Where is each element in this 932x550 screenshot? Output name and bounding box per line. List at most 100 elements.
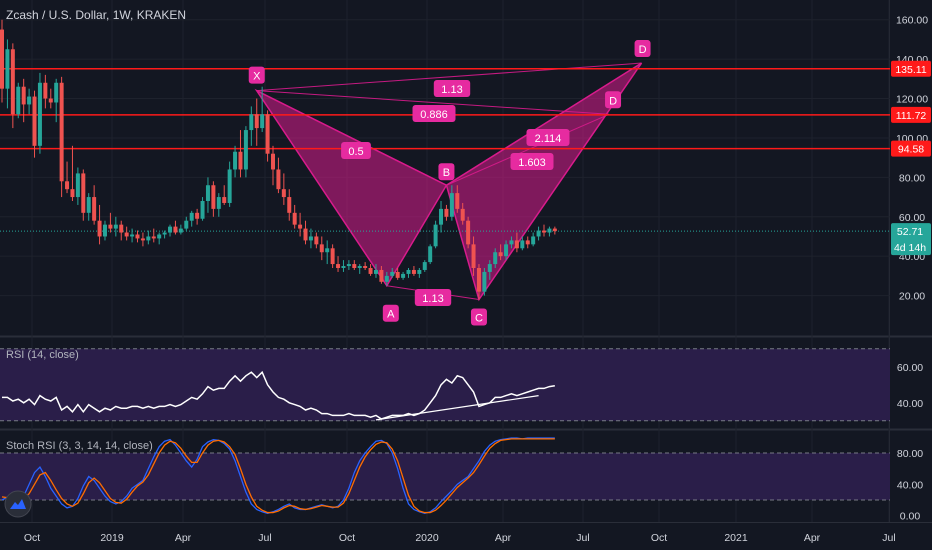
- candle-body: [65, 181, 70, 190]
- harmonic-pattern: [254, 62, 643, 302]
- pattern-triangle-bcd: [445, 62, 643, 302]
- last-price-label: 52.71: [897, 226, 923, 238]
- price-tick-label: 60.00: [899, 212, 925, 224]
- ratio-label-xab-box: [341, 142, 371, 159]
- candle-body: [113, 224, 118, 229]
- candle-body: [303, 228, 308, 241]
- candle-body: [363, 266, 368, 268]
- candle-body: [352, 264, 357, 268]
- candle-body: [216, 197, 221, 209]
- price-tag-label: 135.11: [895, 64, 926, 76]
- ratio-label-xd-alt: 0.886: [420, 109, 448, 121]
- candle-body: [5, 49, 10, 89]
- candle-body: [173, 226, 178, 233]
- candle-body: [493, 252, 498, 265]
- price-tick-label: 120.00: [896, 94, 928, 106]
- ratio-label-abc: 1.13: [422, 293, 443, 305]
- candle-body: [205, 185, 210, 201]
- candle-body: [249, 114, 254, 131]
- last-price-tag: [891, 223, 931, 256]
- point-label-b: B: [443, 167, 450, 179]
- time-tick-label: Apr: [804, 532, 821, 544]
- candle-body: [162, 232, 167, 235]
- rsi-pane-title: RSI (14, close): [6, 349, 79, 361]
- candle-body: [227, 169, 232, 203]
- candle-body: [287, 197, 292, 213]
- ratio-label-bcd: 2.114: [535, 133, 562, 145]
- pattern-line-xd-alt: [256, 90, 610, 115]
- candle-body: [514, 240, 519, 249]
- candle-body: [86, 197, 91, 213]
- candle-body: [401, 273, 406, 278]
- point-label-b-box: [438, 163, 455, 181]
- ratio-label-bd: 1.603: [518, 157, 546, 169]
- time-tick-label: Jul: [882, 532, 895, 544]
- stoch-k-line: [1, 437, 555, 515]
- candle-body: [336, 264, 341, 268]
- candle-body: [124, 232, 129, 237]
- price-axis: 20.0040.0060.0080.00100.00120.00140.0016…: [891, 15, 931, 523]
- candle-body: [48, 98, 53, 103]
- rsi-line: [2, 370, 555, 421]
- candle-body: [504, 244, 509, 257]
- candle-body: [195, 212, 200, 219]
- candle-body: [308, 236, 313, 241]
- candle-body: [81, 173, 86, 213]
- time-tick-label: Apr: [175, 532, 192, 544]
- candle-body: [552, 228, 557, 232]
- candle-body: [37, 82, 42, 146]
- candlestick-series: [0, 19, 557, 300]
- candle-body: [70, 189, 75, 198]
- candle-body: [146, 236, 151, 241]
- candle-body: [330, 248, 335, 265]
- time-tick-label: 2021: [724, 532, 748, 544]
- candle-body: [466, 220, 471, 245]
- candle-body: [455, 193, 460, 209]
- price-tag: [891, 106, 931, 123]
- chart-title: Zcash / U.S. Dollar, 1W, KRAKEN: [6, 8, 186, 22]
- stoch-tick-label: 0.00: [900, 511, 921, 523]
- candle-body: [92, 197, 97, 221]
- candle-body: [97, 220, 102, 237]
- candle-body: [542, 230, 546, 233]
- stoch-rsi-lines: [1, 437, 555, 515]
- time-tick-label: Apr: [495, 532, 512, 544]
- logo-icon: [10, 499, 26, 509]
- pattern-line-bd: [446, 113, 610, 186]
- point-label-x-box: [248, 66, 265, 84]
- time-tick-label: Jul: [258, 532, 271, 544]
- candle-body: [140, 238, 145, 241]
- candle-body: [102, 224, 107, 237]
- bar-countdown-label: 4d 14h: [894, 242, 926, 254]
- time-axis: Oct 2019 Apr Jul Oct 2020 Apr Jul Oct 2021 Apr Jul: [24, 532, 896, 544]
- candle-body: [449, 193, 454, 217]
- candle-body: [292, 212, 297, 225]
- candle-body: [222, 197, 227, 203]
- candle-body: [238, 151, 243, 170]
- candle-body: [417, 269, 422, 274]
- candle-body: [200, 201, 205, 219]
- point-label-a-box: [382, 304, 399, 322]
- point-label-d-near-box: [605, 91, 622, 109]
- point-label-d-far: D: [639, 44, 647, 56]
- candle-body: [460, 208, 465, 221]
- tradingview-logo[interactable]: [4, 490, 32, 518]
- ratio-label-abc-box: [414, 289, 452, 306]
- candle-body: [75, 173, 80, 198]
- candle-body: [547, 228, 552, 233]
- ratio-label-bcd-box: [526, 129, 570, 146]
- stoch-tick-label: 40.00: [897, 479, 923, 491]
- stoch-band: [0, 452, 890, 501]
- candle-body: [531, 236, 536, 245]
- grid: [0, 0, 932, 523]
- candle-body: [368, 268, 373, 274]
- point-label-a: A: [387, 309, 395, 321]
- ratio-label-xd: 1.13: [441, 84, 462, 96]
- candle-body: [265, 114, 270, 154]
- ratio-label-bd-box: [510, 153, 554, 170]
- candle-body: [108, 224, 113, 229]
- candle-body: [43, 82, 48, 99]
- candle-body: [536, 230, 541, 237]
- time-tick-label: 2020: [415, 532, 439, 544]
